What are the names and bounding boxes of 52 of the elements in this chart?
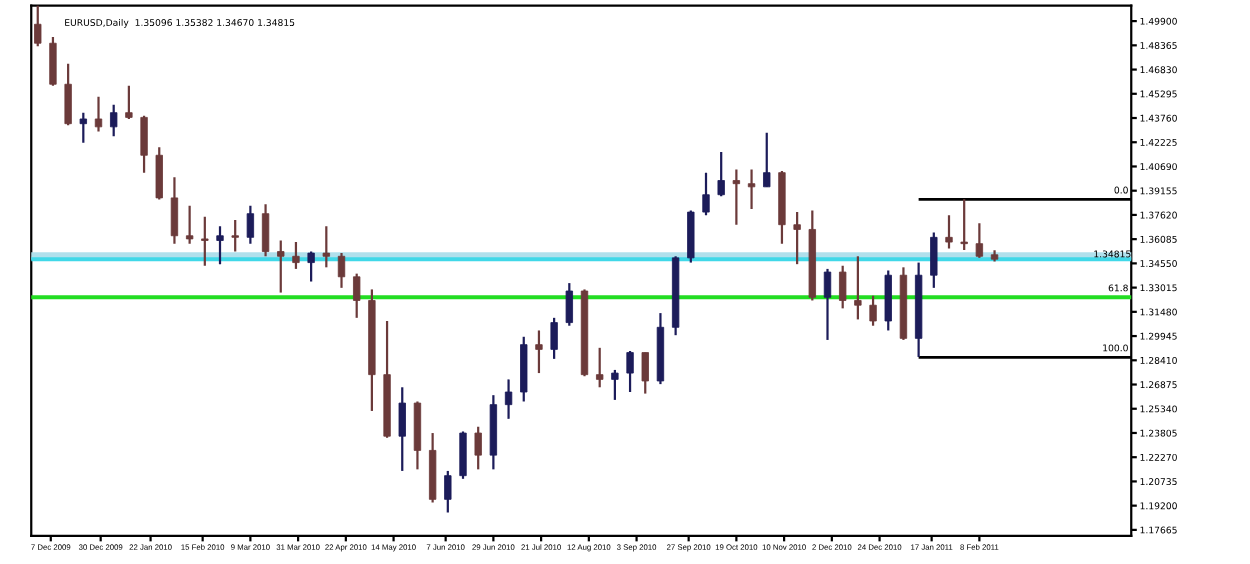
candlestick (246, 204, 255, 245)
candlestick (261, 203, 270, 258)
candlestick (185, 204, 194, 245)
candlestick (975, 222, 984, 259)
candlestick (79, 111, 87, 144)
candlestick (596, 346, 604, 389)
candlestick (687, 209, 695, 264)
candlestick (626, 349, 634, 394)
candlestick (702, 171, 710, 217)
candlestick (945, 214, 953, 250)
candlestick (413, 400, 422, 471)
candlestick (64, 62, 72, 127)
candlestick (277, 239, 285, 294)
candlestick (611, 368, 619, 402)
candlestick (839, 264, 847, 310)
candlestick (823, 267, 832, 342)
candlestick (747, 168, 756, 211)
candlestick (641, 351, 649, 395)
candlestick (94, 95, 103, 133)
candlestick (337, 252, 346, 289)
candlestick (504, 378, 513, 420)
candlestick (125, 84, 133, 121)
candlestick (793, 210, 801, 266)
candlestick (869, 294, 877, 327)
candlestick (155, 146, 163, 201)
candlestick (322, 225, 330, 269)
candlestick (732, 168, 741, 226)
candlestick (960, 198, 968, 252)
candlestick (930, 231, 938, 289)
candlestick (201, 215, 209, 267)
candlestick (474, 425, 482, 471)
candlestick (854, 255, 862, 321)
candlestick (49, 35, 57, 87)
candlestick (231, 218, 239, 253)
candlestick (216, 225, 224, 266)
candlestick (884, 269, 892, 332)
candlestick (565, 282, 573, 327)
candlestick (550, 316, 558, 360)
candlestick (292, 240, 300, 271)
candlestick (717, 151, 725, 198)
candlestick (520, 335, 528, 403)
candlestick (140, 114, 148, 174)
candlestick (444, 469, 452, 514)
candlestick (763, 131, 771, 188)
candlestick (535, 329, 543, 375)
candlestick (110, 103, 118, 138)
candlestick (34, 5, 42, 48)
candlestick (459, 430, 467, 480)
candlestick (307, 250, 315, 283)
candlestick (398, 386, 406, 473)
candlestick (353, 272, 361, 319)
candlestick (170, 176, 179, 245)
